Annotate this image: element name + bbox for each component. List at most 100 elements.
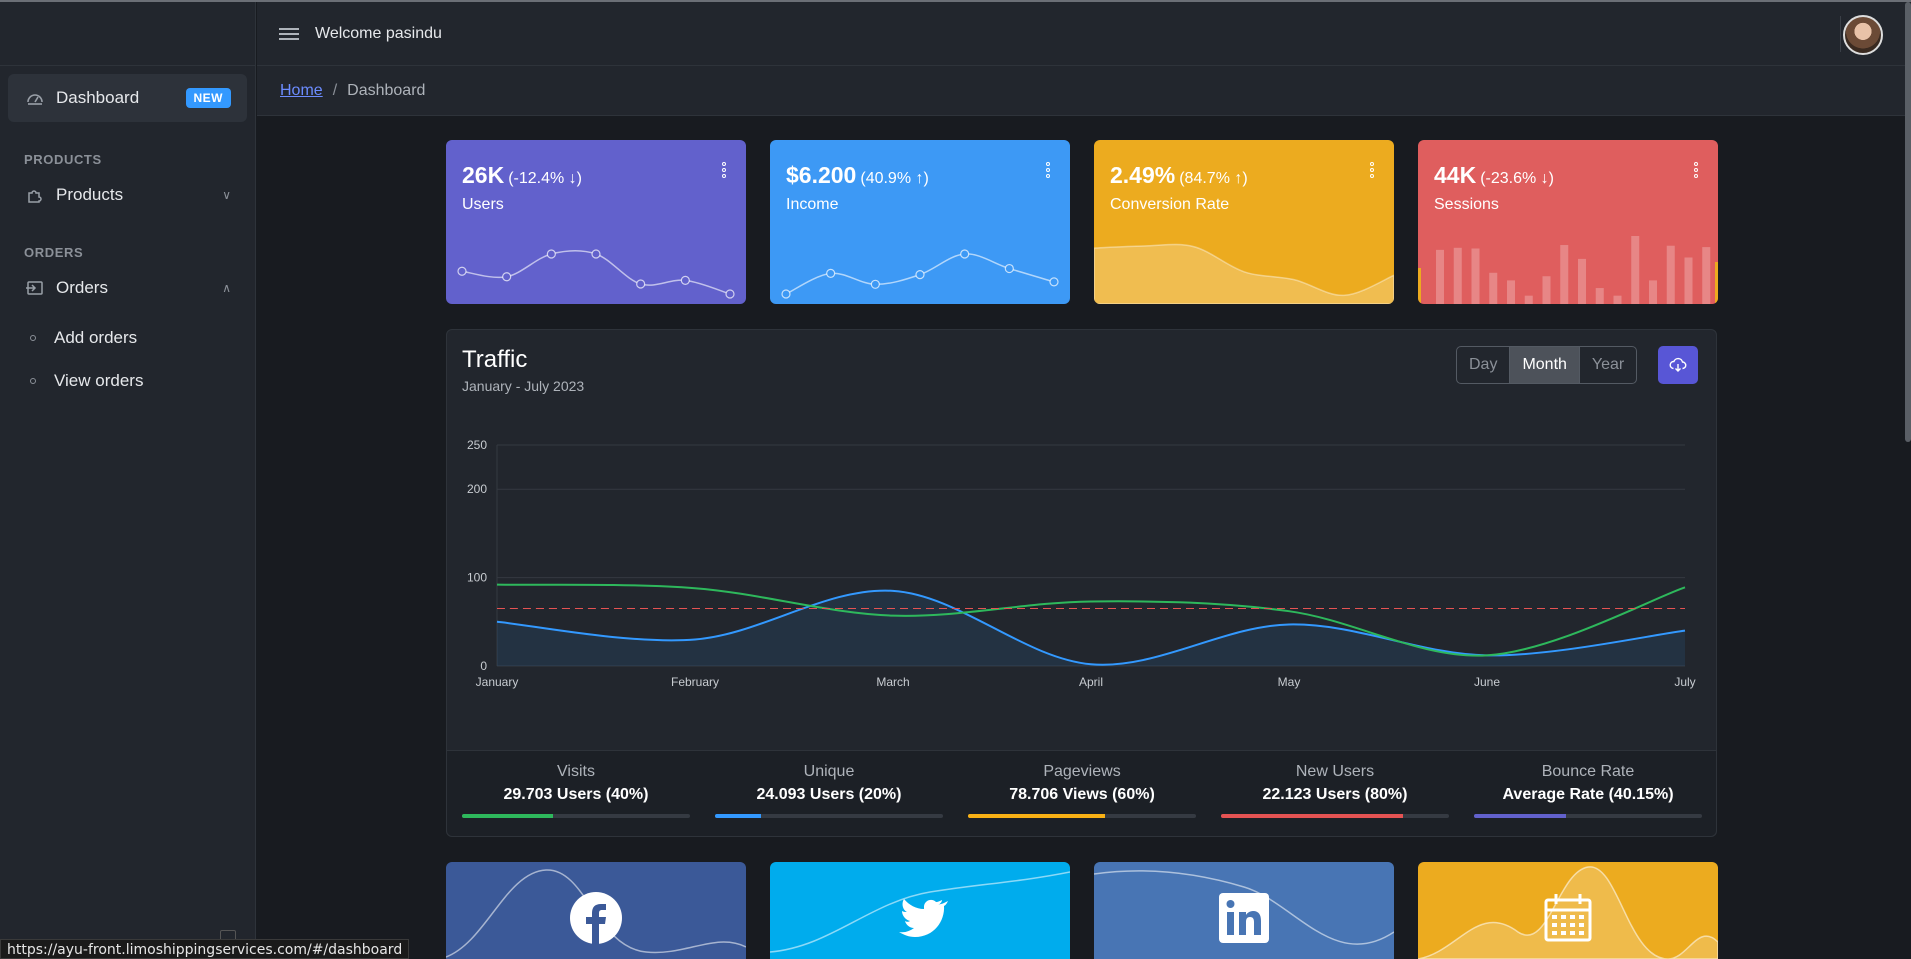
metric-title: Pageviews (1043, 763, 1121, 780)
metric-visits: Visits 29.703 Users (40%) (462, 763, 690, 818)
sidebar-item-add-orders[interactable]: Add orders (0, 316, 255, 359)
stat-change: (-12.4% ↓) (508, 170, 582, 187)
y-tick-label: 100 (467, 571, 487, 585)
social-wave (770, 871, 1070, 953)
sparkline-point (870, 279, 880, 289)
kebab-menu-icon[interactable] (722, 162, 726, 180)
stat-value: 44K (-23.6% ↓) (1434, 162, 1554, 188)
sparkline-bar (1666, 245, 1675, 304)
sparkline-point (725, 289, 735, 299)
sparkline-point (781, 289, 791, 299)
stat-card-income: $6.200 (40.9% ↑) Income (770, 140, 1070, 304)
traffic-footer: Visits 29.703 Users (40%) Unique 24.093 Use… (447, 750, 1716, 836)
metric-value: Average Rate (40.15%) (1502, 786, 1674, 803)
social-card-linkedin (1094, 862, 1394, 959)
breadcrumb: Home / Dashboard (257, 66, 1911, 116)
stat-change: (84.7% ↑) (1179, 170, 1248, 187)
sparkline-point (502, 272, 512, 282)
login-icon (24, 277, 46, 299)
range-month-button[interactable]: Month (1510, 347, 1580, 383)
stat-value: 26K (-12.4% ↓) (462, 162, 582, 188)
scrollbar[interactable] (1905, 2, 1911, 442)
sidebar-item-label: Add orders (54, 327, 138, 347)
metric-progress (968, 814, 1196, 818)
metric-progress (1474, 814, 1702, 818)
sparkline-bar (1524, 295, 1533, 304)
header-divider (1840, 16, 1841, 52)
sidebar-item-view-orders[interactable]: View orders (0, 359, 255, 402)
sparkline-point (636, 279, 646, 289)
range-day-button[interactable]: Day (1457, 347, 1511, 383)
metric-progress (715, 814, 943, 818)
stat-change: (40.9% ↑) (860, 170, 929, 187)
sidebar-item-dashboard[interactable]: Dashboard NEW (8, 74, 247, 122)
breadcrumb-separator: / (332, 81, 338, 99)
breadcrumb-current: Dashboard (347, 81, 426, 99)
metric-unique: Unique 24.093 Users (20%) (715, 763, 943, 818)
sidebar-section-title: ORDERS (24, 245, 84, 260)
sparkline-point (1004, 263, 1014, 274)
twitter-icon (899, 899, 948, 937)
sparkline-point (915, 270, 925, 280)
kebab-menu-icon[interactable] (1046, 162, 1050, 180)
stat-value: 2.49% (84.7% ↑) (1110, 162, 1248, 188)
x-tick-label: January (476, 675, 519, 689)
sidebar-item-products[interactable]: Products ∨ (8, 171, 247, 219)
stat-value: $6.200 (40.9% ↑) (786, 162, 929, 188)
download-button[interactable] (1658, 346, 1698, 384)
traffic-chart: 0 100 200 250 January February March April May Ju… (467, 438, 1696, 689)
sparkline-point (457, 266, 467, 276)
range-year-button[interactable]: Year (1591, 356, 1625, 373)
metric-progress-fill (462, 814, 554, 818)
bullet-icon (30, 377, 36, 384)
metric-title: Unique (803, 763, 855, 780)
kebab-menu-icon[interactable] (1694, 162, 1698, 180)
sparkline-point (826, 268, 836, 278)
sidebar-item-label: View orders (54, 370, 144, 390)
puzzle-icon (24, 184, 46, 206)
sparkline-bar (1471, 248, 1480, 304)
metric-progress (462, 814, 690, 818)
stat-label: Users (462, 196, 504, 213)
chevron-down-icon: ∨ (222, 188, 231, 202)
stat-change: (-23.6% ↓) (1480, 170, 1554, 187)
sidebar-section-title: PRODUCTS (24, 152, 102, 167)
avatar[interactable] (1843, 15, 1883, 55)
hamburger-menu-icon[interactable] (279, 25, 299, 43)
x-tick-label: February (671, 675, 719, 689)
metric-value: 22.123 Users (80%) (1262, 786, 1408, 803)
bullet-icon (30, 334, 36, 341)
sparkline-area (1094, 243, 1394, 304)
range-button-group: Day Month Year (1456, 346, 1638, 384)
metric-value: 24.093 Users (20%) (756, 786, 902, 803)
x-tick-label: March (876, 675, 909, 689)
metric-progress-fill (1221, 814, 1404, 818)
metric-value: 29.703 Users (40%) (503, 786, 649, 803)
x-tick-label: April (1079, 675, 1103, 689)
stat-label: Income (786, 196, 839, 213)
facebook-icon (570, 892, 622, 944)
social-wave (1418, 866, 1718, 959)
sparkline-point (680, 275, 690, 285)
x-tick-label: June (1474, 675, 1500, 689)
sparkline-bar (1560, 245, 1569, 304)
stat-label: Conversion Rate (1110, 196, 1230, 213)
metric-progress-fill (968, 814, 1105, 818)
metric-pageviews: Pageviews 78.706 Views (60%) (968, 763, 1196, 818)
metric-new-users: New Users 22.123 Users (80%) (1221, 763, 1449, 818)
sidebar-item-label: Dashboard (56, 88, 140, 107)
metric-title: Visits (557, 763, 595, 780)
breadcrumb-home-link[interactable]: Home (280, 81, 323, 99)
sparkline-bar (1649, 280, 1657, 304)
social-card-calendar (1418, 862, 1718, 959)
sidebar-item-label: Products (56, 185, 124, 204)
stat-sparkline (457, 249, 735, 299)
sparkline-bar (1542, 276, 1551, 304)
sidebar-item-orders[interactable]: Orders ∧ (8, 264, 247, 312)
speedometer-icon (24, 87, 46, 109)
bar-edge (1418, 268, 1421, 304)
bar-edge (1715, 262, 1718, 304)
stat-label: Sessions (1434, 196, 1499, 213)
kebab-menu-icon[interactable] (1370, 162, 1374, 180)
stat-card-sessions: 44K (-23.6% ↓) Sessions (1418, 140, 1718, 304)
